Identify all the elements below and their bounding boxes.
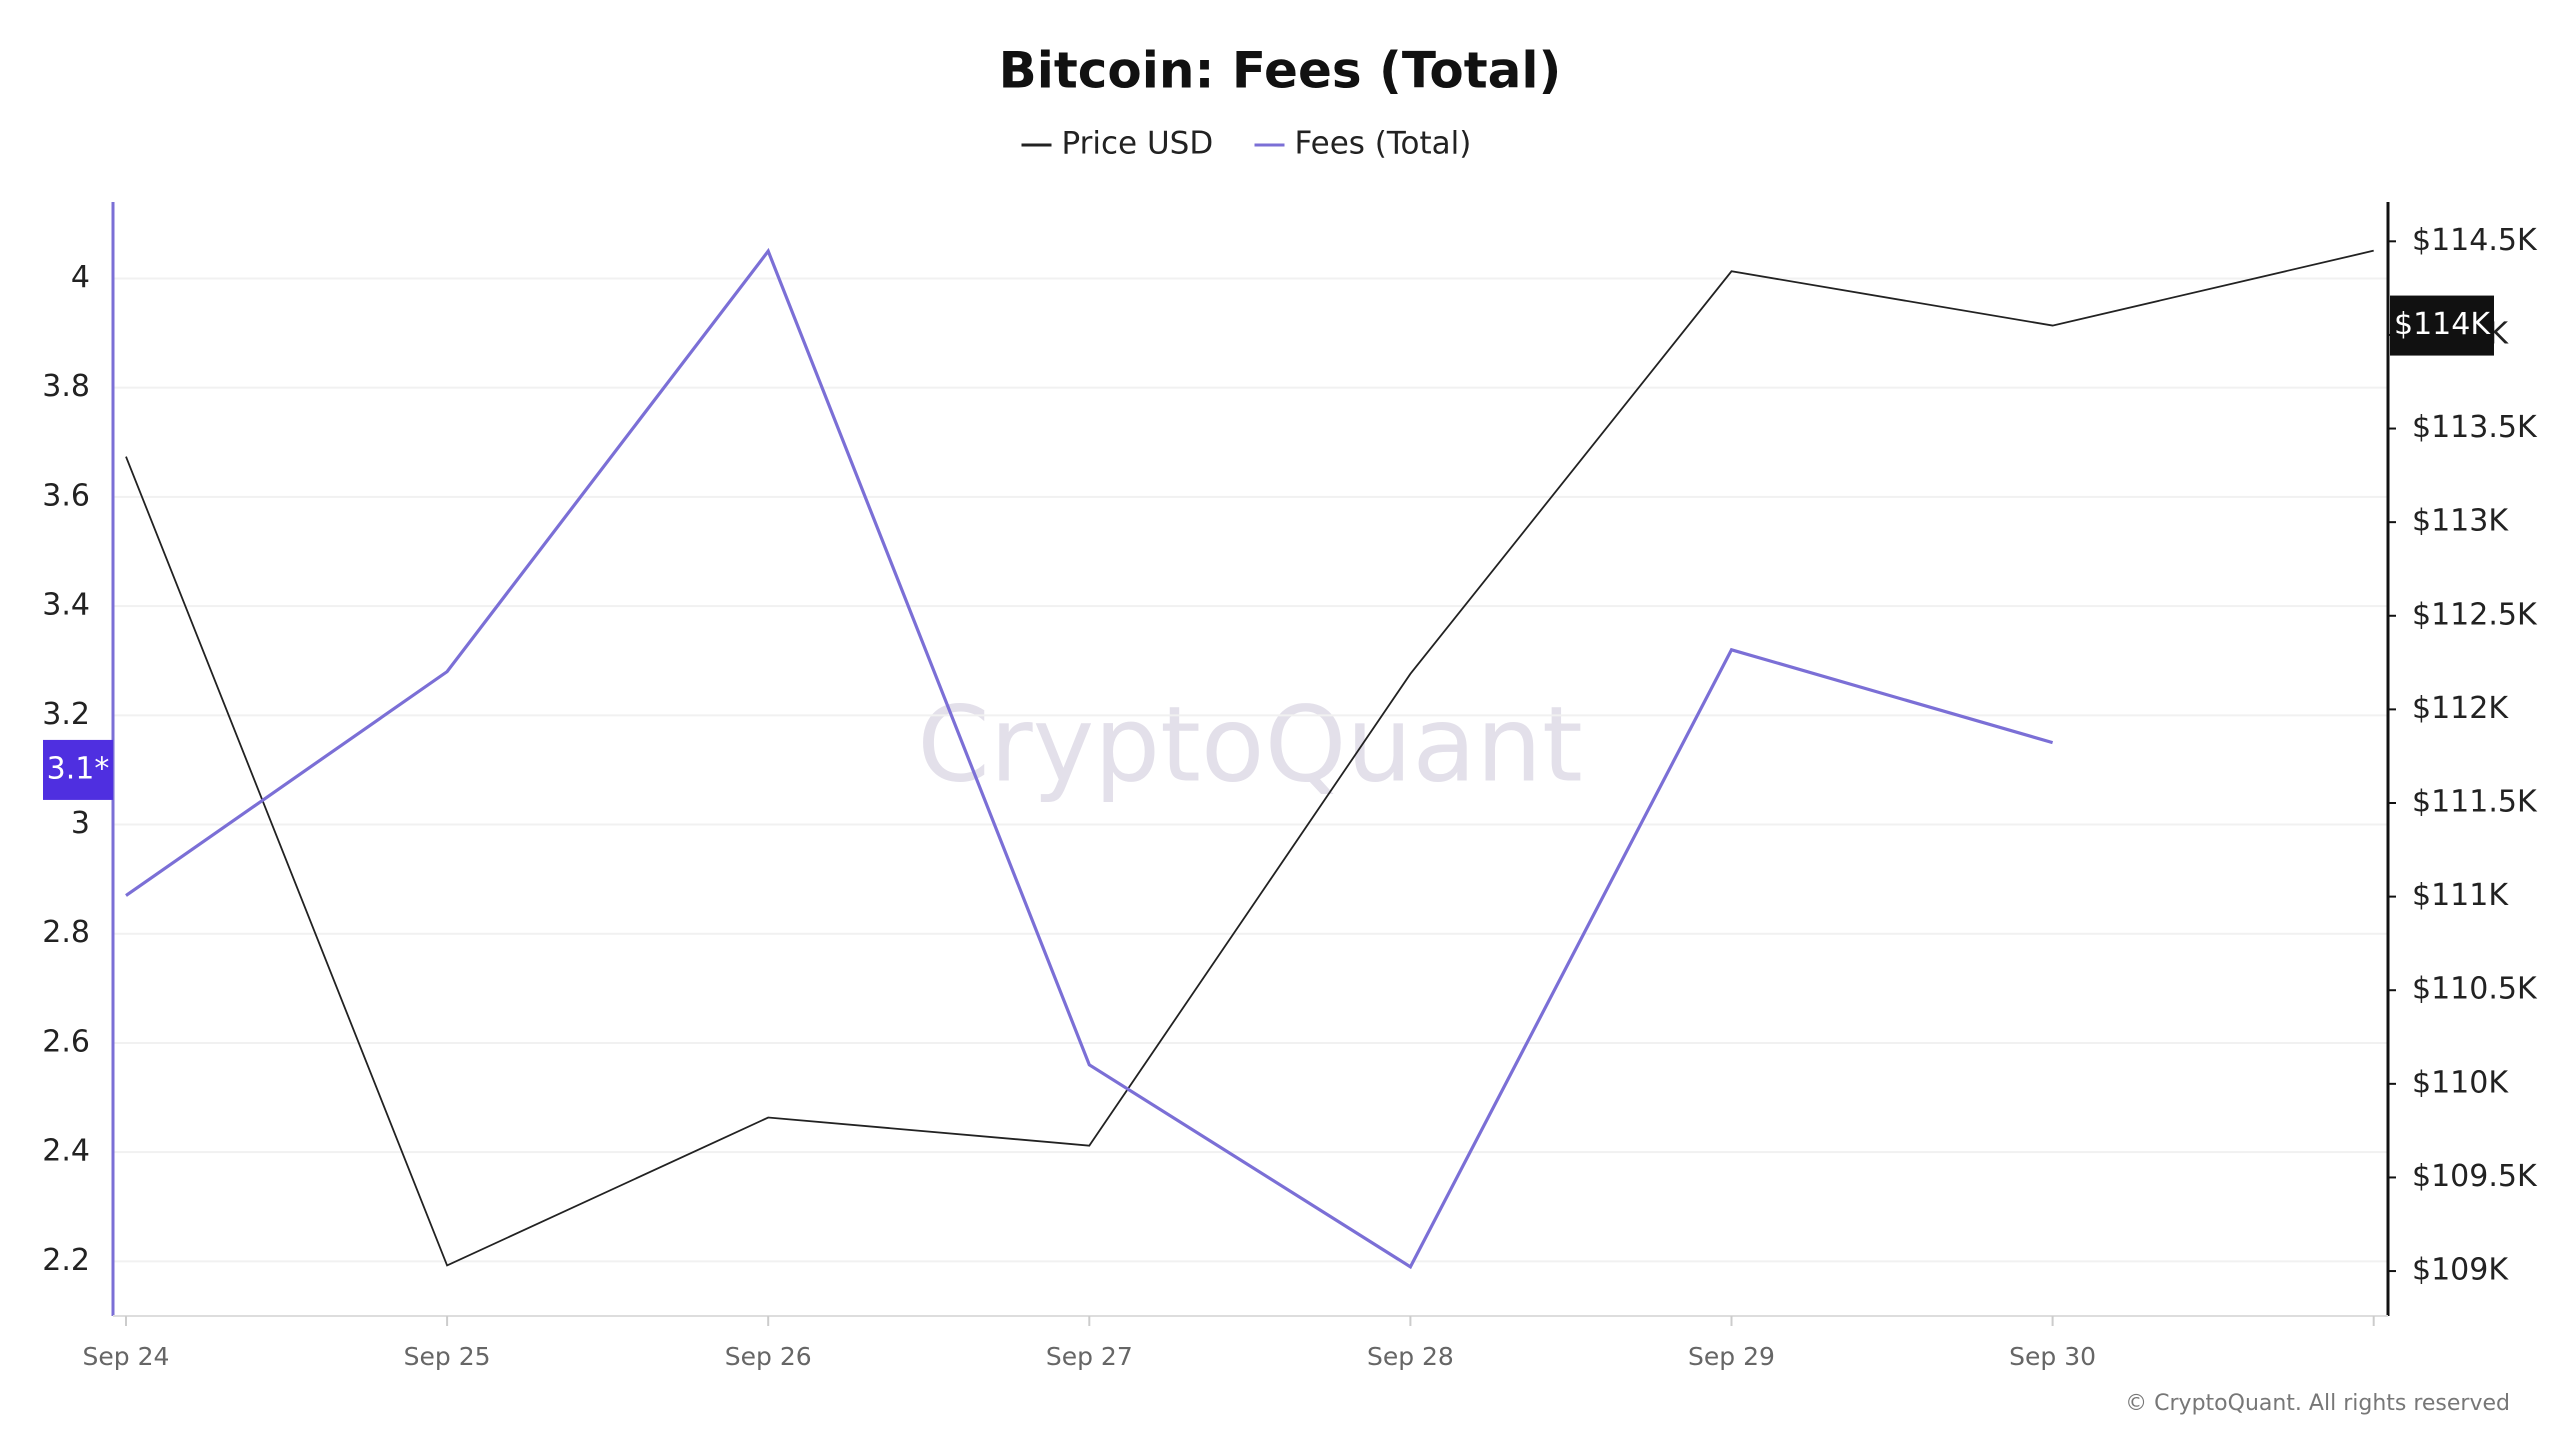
y2-tick-label: $110.5K [2412, 972, 2538, 1007]
watermark: CryptoQuant [917, 683, 1583, 805]
y-tick-label: 3.4 [42, 588, 90, 623]
x-tick-label: Sep 24 [83, 1342, 170, 1371]
x-tick-label: Sep 27 [1046, 1342, 1133, 1371]
x-tick-label: Sep 26 [725, 1342, 812, 1371]
series-line [125, 249, 2374, 1267]
x-tick-label: Sep 25 [404, 1342, 491, 1371]
y-tick-label: 3.8 [42, 369, 90, 404]
y2-tick-label: $111.5K [2412, 784, 2538, 819]
legend-label: Price USD [1062, 126, 1214, 162]
y-tick-label: 3.6 [42, 478, 90, 513]
y2-marker-box [2390, 295, 2494, 356]
x-tick-label: Sep 30 [2009, 1342, 2096, 1371]
x-tick-label: Sep 28 [1367, 1342, 1454, 1371]
series-line [125, 247, 2054, 1270]
y2-tick-label: $110K [2412, 1065, 2509, 1100]
y-tick-label: 3.2 [42, 697, 90, 732]
y-tick-label: 2.8 [42, 915, 90, 950]
y-tick-label: 2.2 [42, 1243, 90, 1278]
y2-tick-label: $111K [2412, 878, 2509, 913]
y2-tick-label: $114.5K [2412, 223, 2538, 258]
y-tick-label: 3 [71, 806, 90, 841]
y2-tick-label: $112K [2412, 691, 2509, 726]
y-marker-box [43, 739, 113, 800]
y-tick-label: 2.4 [42, 1134, 90, 1169]
chart-title: Bitcoin: Fees (Total) [999, 42, 1562, 100]
y2-tick-label: $112.5K [2412, 597, 2538, 632]
legend-label: Fees (Total) [1295, 126, 1472, 162]
x-tick-label: Sep 29 [1688, 1342, 1775, 1371]
y-tick-label: 2.6 [42, 1024, 90, 1059]
y2-tick-label: $113.5K [2412, 410, 2538, 445]
y2-tick-label: $113K [2412, 504, 2509, 539]
y2-tick-label: $109.5K [2412, 1159, 2538, 1194]
copyright: © CryptoQuant. All rights reserved [2125, 1391, 2510, 1416]
y2-tick-label: $109K [2412, 1253, 2509, 1288]
y2-marker-label: $114K [2394, 307, 2491, 342]
y-marker-label: 3.1* [47, 751, 110, 786]
y-tick-label: 4 [71, 260, 90, 295]
